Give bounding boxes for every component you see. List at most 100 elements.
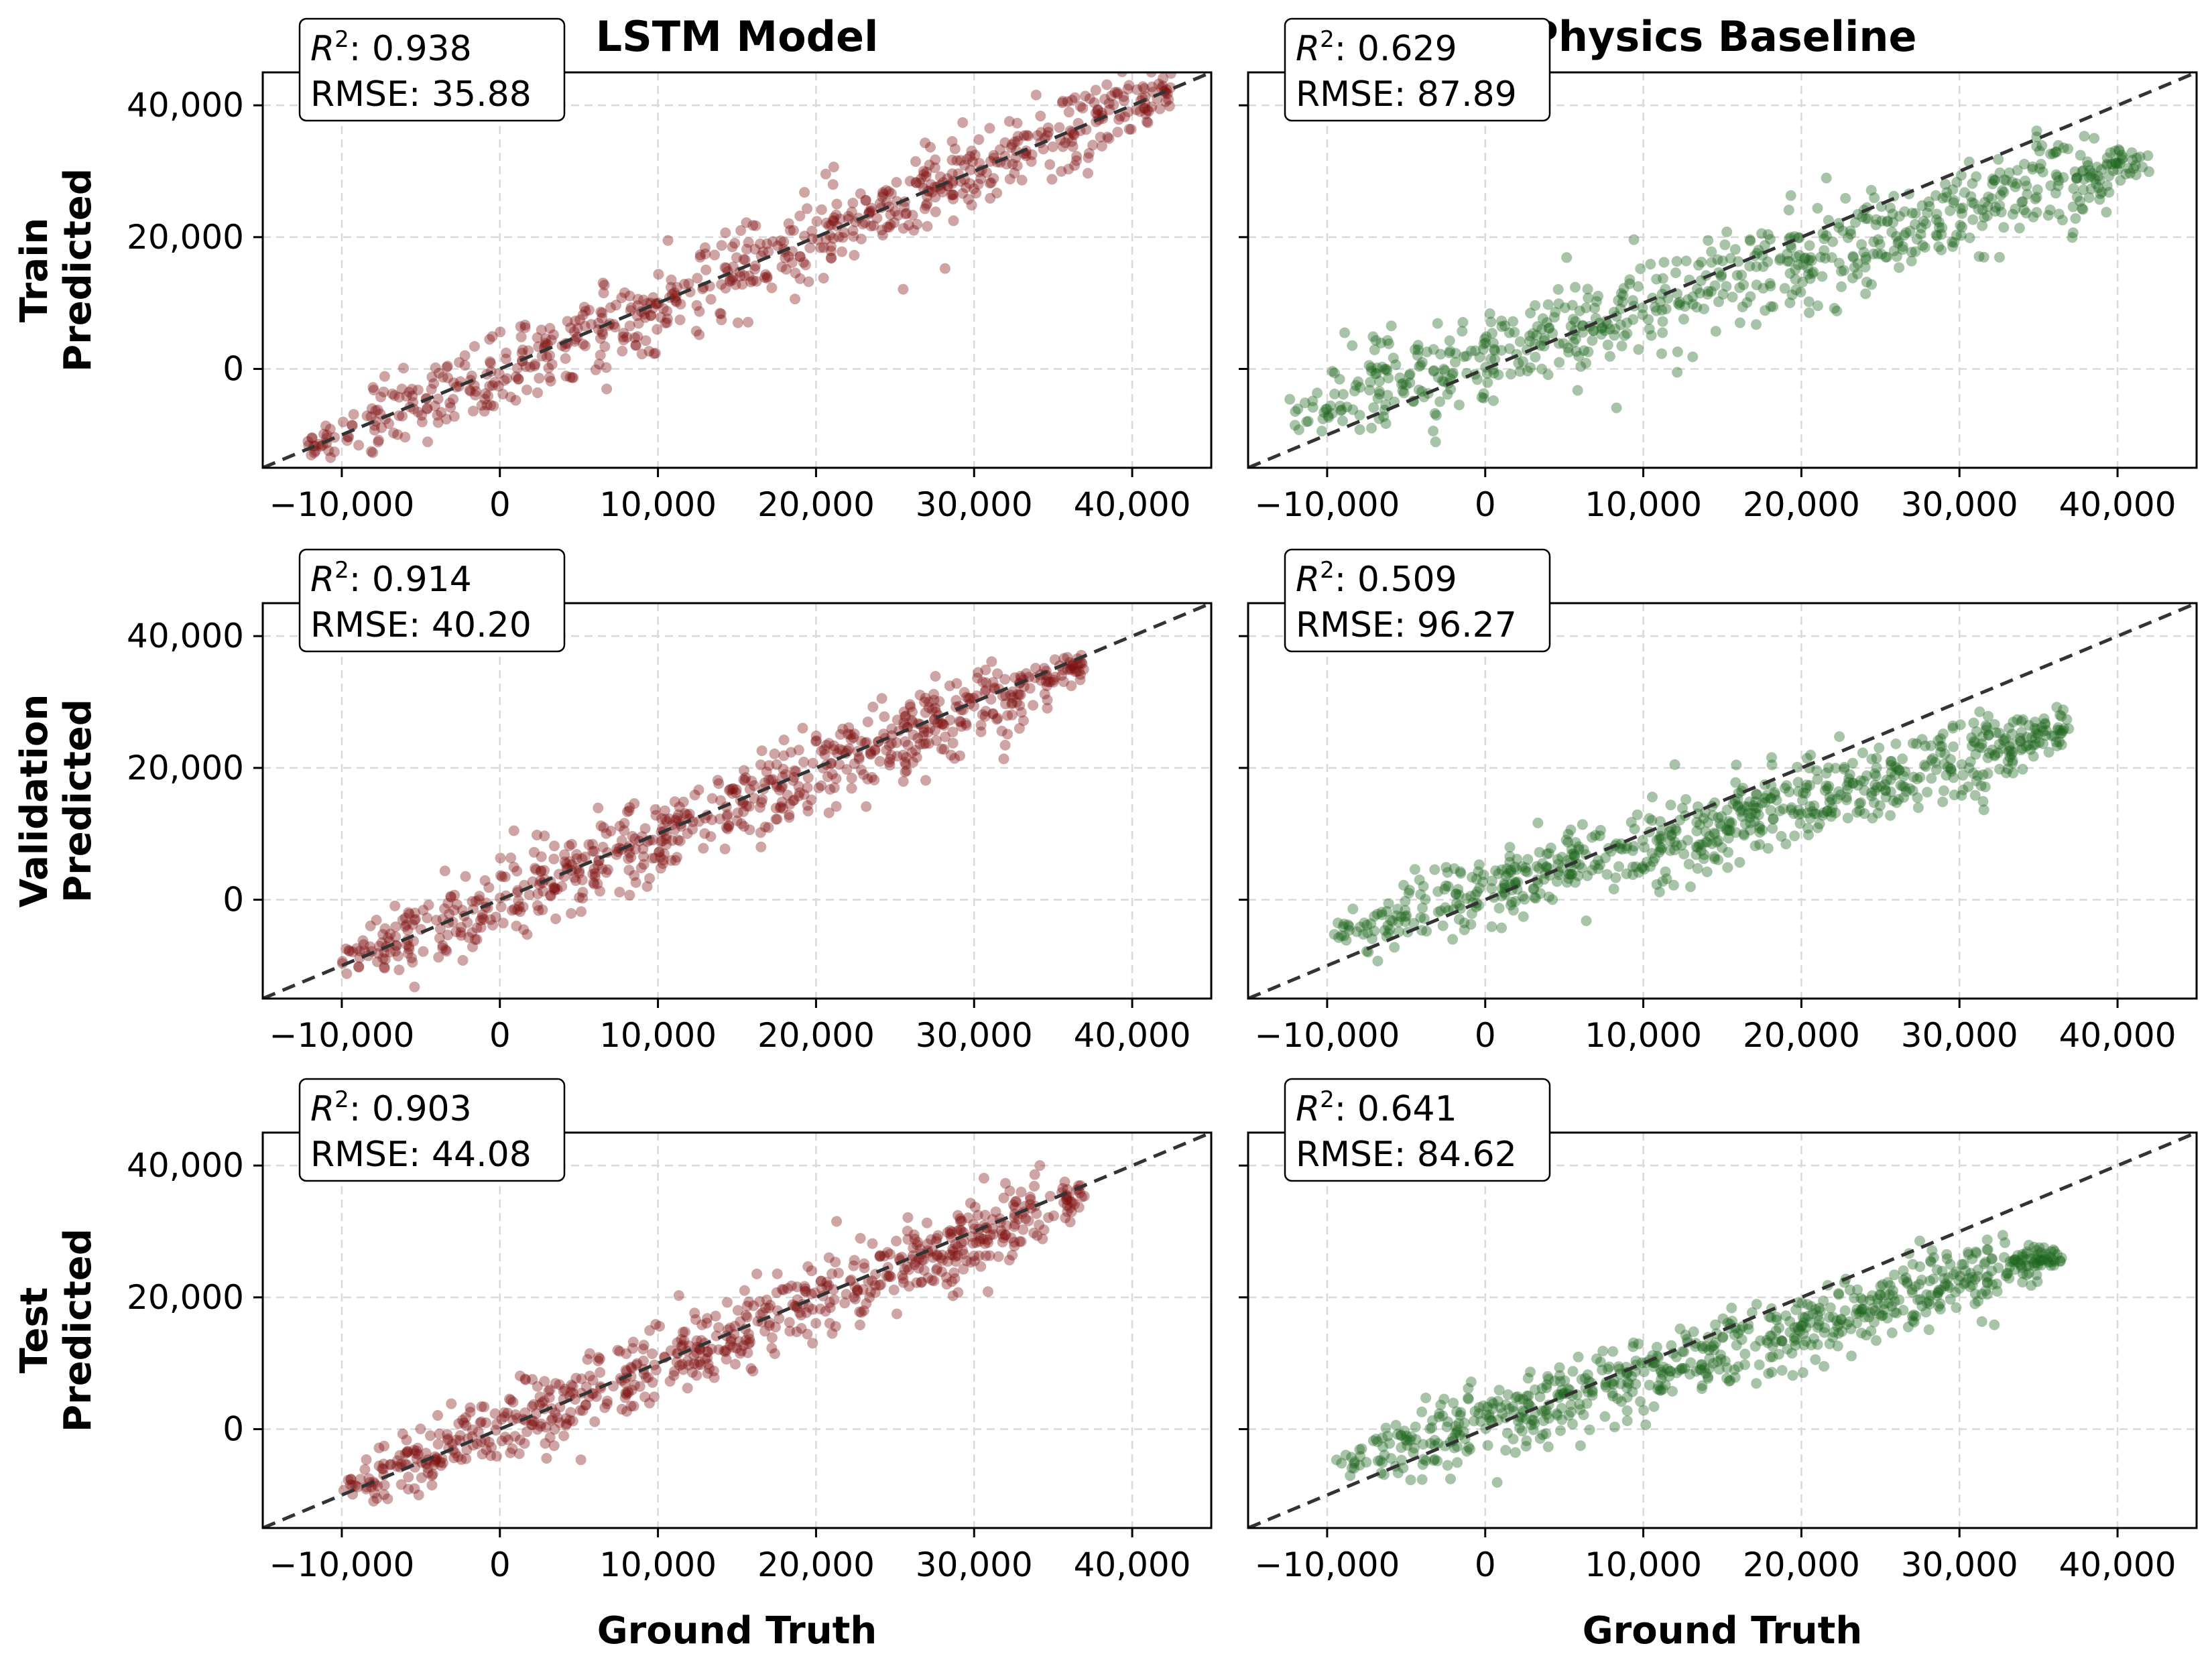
data-point	[599, 279, 610, 291]
data-point	[372, 1480, 383, 1492]
data-point	[1143, 105, 1154, 117]
data-point	[883, 222, 895, 233]
data-point	[851, 1284, 863, 1295]
data-point	[1956, 170, 1967, 181]
data-point	[1496, 315, 1508, 326]
x-axis-label: Ground Truth	[1583, 1609, 1863, 1653]
data-point	[662, 235, 674, 246]
data-point	[1870, 770, 1882, 781]
data-point	[2030, 716, 2041, 728]
data-point	[1067, 141, 1079, 152]
data-point	[1499, 878, 1510, 889]
data-point	[1487, 1403, 1499, 1414]
data-point	[634, 1381, 646, 1392]
data-point	[1801, 779, 1812, 791]
data-point	[936, 718, 948, 730]
data-point	[730, 279, 741, 290]
data-point	[1900, 766, 1911, 777]
data-point	[2019, 158, 2030, 170]
data-point	[2030, 733, 2041, 744]
x-tick-label: 40,000	[2059, 1545, 2176, 1584]
data-point	[1733, 1361, 1744, 1373]
data-point	[865, 746, 876, 757]
r2-exponent: 2	[334, 557, 349, 584]
data-point	[722, 809, 733, 820]
data-point	[1554, 1362, 1565, 1373]
data-point	[1601, 869, 1613, 880]
data-point	[1798, 1340, 1810, 1350]
data-point	[1737, 811, 1748, 822]
data-point	[1489, 354, 1501, 365]
data-point	[1373, 388, 1385, 399]
data-point	[483, 1437, 495, 1448]
data-point	[1551, 1408, 1562, 1419]
data-point	[2120, 168, 2132, 180]
data-point	[1701, 866, 1713, 877]
data-point	[1945, 1259, 1956, 1270]
data-point	[379, 923, 391, 934]
data-point	[1544, 322, 1555, 334]
data-point	[979, 710, 991, 722]
data-point	[1665, 800, 1676, 811]
data-point	[1530, 1384, 1541, 1395]
data-point	[1397, 385, 1408, 397]
data-point	[898, 1277, 909, 1288]
data-point	[623, 853, 634, 865]
data-point	[1989, 751, 2000, 761]
data-point	[1062, 1194, 1073, 1206]
data-point	[1885, 810, 1896, 821]
data-point	[544, 322, 556, 334]
row-label: Validation	[13, 694, 56, 908]
data-point	[2075, 196, 2085, 207]
data-point	[2020, 207, 2032, 218]
data-point	[1750, 796, 1761, 808]
data-point	[2031, 1245, 2042, 1256]
data-point	[926, 1234, 936, 1245]
data-point	[1563, 346, 1575, 358]
data-point	[2079, 131, 2090, 142]
data-point	[1980, 720, 1991, 731]
data-point	[1989, 749, 2000, 761]
data-point	[527, 1419, 538, 1430]
data-point	[548, 329, 559, 340]
data-point	[1873, 1308, 1885, 1320]
data-point	[1444, 335, 1455, 346]
data-point	[1727, 798, 1739, 810]
data-point	[1099, 94, 1111, 105]
data-point	[1671, 256, 1682, 267]
data-point	[694, 249, 706, 261]
data-point	[1378, 411, 1390, 422]
data-point	[650, 298, 662, 309]
data-point	[1920, 761, 1931, 772]
data-point	[2052, 724, 2063, 735]
data-point	[369, 424, 380, 436]
data-point	[1861, 1330, 1872, 1341]
data-point	[1844, 769, 1855, 780]
data-point	[1000, 690, 1011, 701]
data-point	[801, 1307, 812, 1318]
data-point	[694, 1344, 706, 1355]
data-point	[1398, 387, 1410, 399]
data-point	[845, 734, 857, 745]
data-point	[440, 944, 451, 956]
data-point	[1301, 416, 1312, 428]
data-point	[692, 1359, 703, 1371]
data-point	[483, 882, 495, 893]
data-point	[391, 1461, 403, 1472]
data-point	[1603, 1361, 1615, 1373]
data-point	[1655, 830, 1666, 842]
data-point	[397, 1428, 408, 1440]
data-point	[507, 1443, 518, 1454]
data-point	[944, 1225, 956, 1236]
data-point	[916, 1276, 927, 1287]
data-point	[1805, 252, 1817, 263]
data-point	[597, 863, 608, 875]
data-point	[533, 905, 544, 916]
data-point	[918, 730, 929, 741]
data-point	[939, 263, 950, 274]
data-point	[1815, 251, 1827, 263]
data-point	[1125, 123, 1137, 135]
data-point	[2032, 1276, 2043, 1287]
data-point	[776, 796, 788, 808]
data-point	[1536, 363, 1548, 375]
